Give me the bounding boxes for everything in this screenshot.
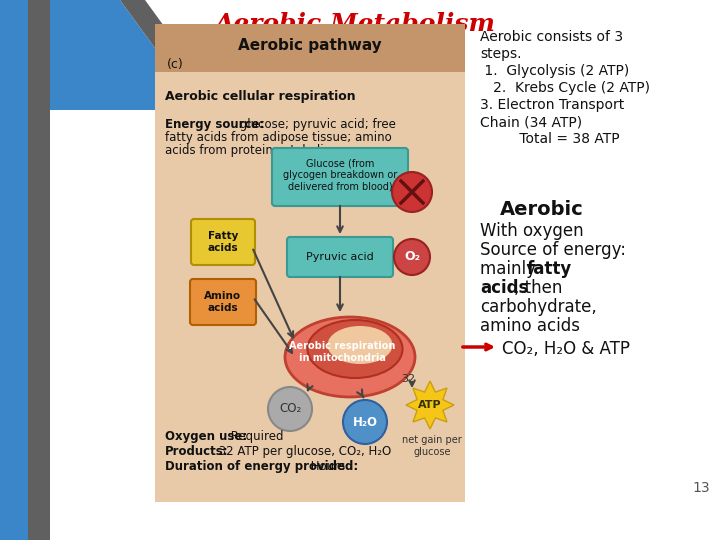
Text: H₂O: H₂O <box>353 415 377 429</box>
Text: ATP: ATP <box>418 400 442 410</box>
Polygon shape <box>0 0 200 110</box>
Text: steps.: steps. <box>480 47 521 61</box>
Text: With oxygen: With oxygen <box>480 222 584 240</box>
Text: Pyruvic acid: Pyruvic acid <box>306 252 374 262</box>
Text: Fatty
acids: Fatty acids <box>207 231 238 253</box>
Text: mainly: mainly <box>480 260 541 278</box>
Text: Products:: Products: <box>165 445 229 458</box>
Circle shape <box>392 172 432 212</box>
Text: amino acids: amino acids <box>480 317 580 335</box>
Text: CO₂: CO₂ <box>279 402 301 415</box>
Text: CO₂, H₂O & ATP: CO₂, H₂O & ATP <box>502 340 630 358</box>
FancyBboxPatch shape <box>155 24 465 72</box>
Text: Total = 38 ATP: Total = 38 ATP <box>480 132 620 146</box>
Text: acids: acids <box>480 279 528 297</box>
Text: net gain per
glucose: net gain per glucose <box>402 435 462 457</box>
Polygon shape <box>0 0 40 540</box>
Text: Aerobic cellular respiration: Aerobic cellular respiration <box>165 90 356 103</box>
Text: Amino
acids: Amino acids <box>204 291 242 313</box>
Ellipse shape <box>307 320 402 378</box>
Text: carbohydrate,: carbohydrate, <box>480 298 597 316</box>
Text: 1.  Glycolysis (2 ATP): 1. Glycolysis (2 ATP) <box>480 64 629 78</box>
Ellipse shape <box>328 326 392 364</box>
Text: glucose; pyruvic acid; free: glucose; pyruvic acid; free <box>236 118 396 131</box>
FancyBboxPatch shape <box>287 237 393 277</box>
Ellipse shape <box>285 317 415 397</box>
Text: Aerobic: Aerobic <box>500 200 584 219</box>
Circle shape <box>394 239 430 275</box>
Text: Aerobic pathway: Aerobic pathway <box>238 38 382 53</box>
Polygon shape <box>120 0 225 110</box>
Polygon shape <box>0 0 42 540</box>
Text: Duration of energy provided:: Duration of energy provided: <box>165 460 359 473</box>
Text: Energy source:: Energy source: <box>165 118 264 131</box>
FancyBboxPatch shape <box>190 279 256 325</box>
Text: fatty acids from adipose tissue; amino: fatty acids from adipose tissue; amino <box>165 131 392 144</box>
Text: 3. Electron Transport: 3. Electron Transport <box>480 98 624 112</box>
Polygon shape <box>28 0 48 540</box>
Text: Oxygen use:: Oxygen use: <box>165 430 247 443</box>
Text: (c): (c) <box>167 58 184 71</box>
FancyBboxPatch shape <box>191 219 255 265</box>
Text: Glucose (from
glycogen breakdown or
delivered from blood): Glucose (from glycogen breakdown or deli… <box>283 158 397 192</box>
Text: 2.  Krebs Cycle (2 ATP): 2. Krebs Cycle (2 ATP) <box>480 81 650 95</box>
Text: , then: , then <box>514 279 562 297</box>
Text: Aerobic respiration
in mitochondria: Aerobic respiration in mitochondria <box>289 341 395 363</box>
Text: Chain (34 ATP): Chain (34 ATP) <box>480 115 582 129</box>
Text: Aerobic consists of 3: Aerobic consists of 3 <box>480 30 623 44</box>
Text: O₂: O₂ <box>404 251 420 264</box>
Text: Hours: Hours <box>307 460 346 473</box>
FancyBboxPatch shape <box>272 148 408 206</box>
Text: Aerobic Metabolism: Aerobic Metabolism <box>215 12 495 36</box>
Text: Required: Required <box>227 430 284 443</box>
Text: fatty: fatty <box>527 260 572 278</box>
Circle shape <box>343 400 387 444</box>
Circle shape <box>268 387 312 431</box>
FancyBboxPatch shape <box>155 24 465 502</box>
Text: Source of energy:: Source of energy: <box>480 241 626 259</box>
Text: acids from protein catabolism: acids from protein catabolism <box>165 144 341 157</box>
Text: 32: 32 <box>401 374 415 384</box>
Polygon shape <box>406 381 454 429</box>
Text: 32 ATP per glucose, CO₂, H₂O: 32 ATP per glucose, CO₂, H₂O <box>215 445 391 458</box>
Text: 13: 13 <box>693 481 710 495</box>
Polygon shape <box>28 0 50 540</box>
